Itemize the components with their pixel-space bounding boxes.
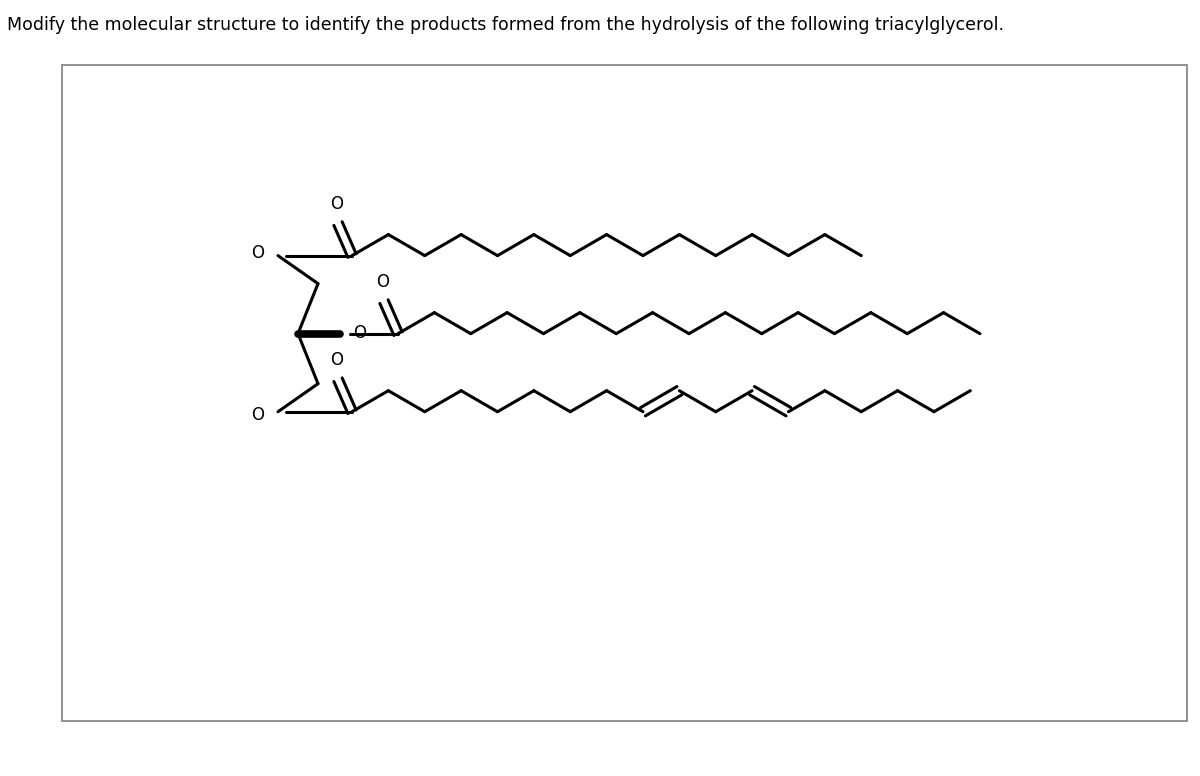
Text: O: O [330,351,343,369]
Text: Modify the molecular structure to identify the products formed from the hydrolys: Modify the molecular structure to identi… [7,16,1004,34]
Text: O: O [330,195,343,213]
Text: O: O [377,272,390,291]
Text: O: O [252,406,264,424]
Text: O: O [354,324,366,341]
Text: O: O [252,244,264,262]
